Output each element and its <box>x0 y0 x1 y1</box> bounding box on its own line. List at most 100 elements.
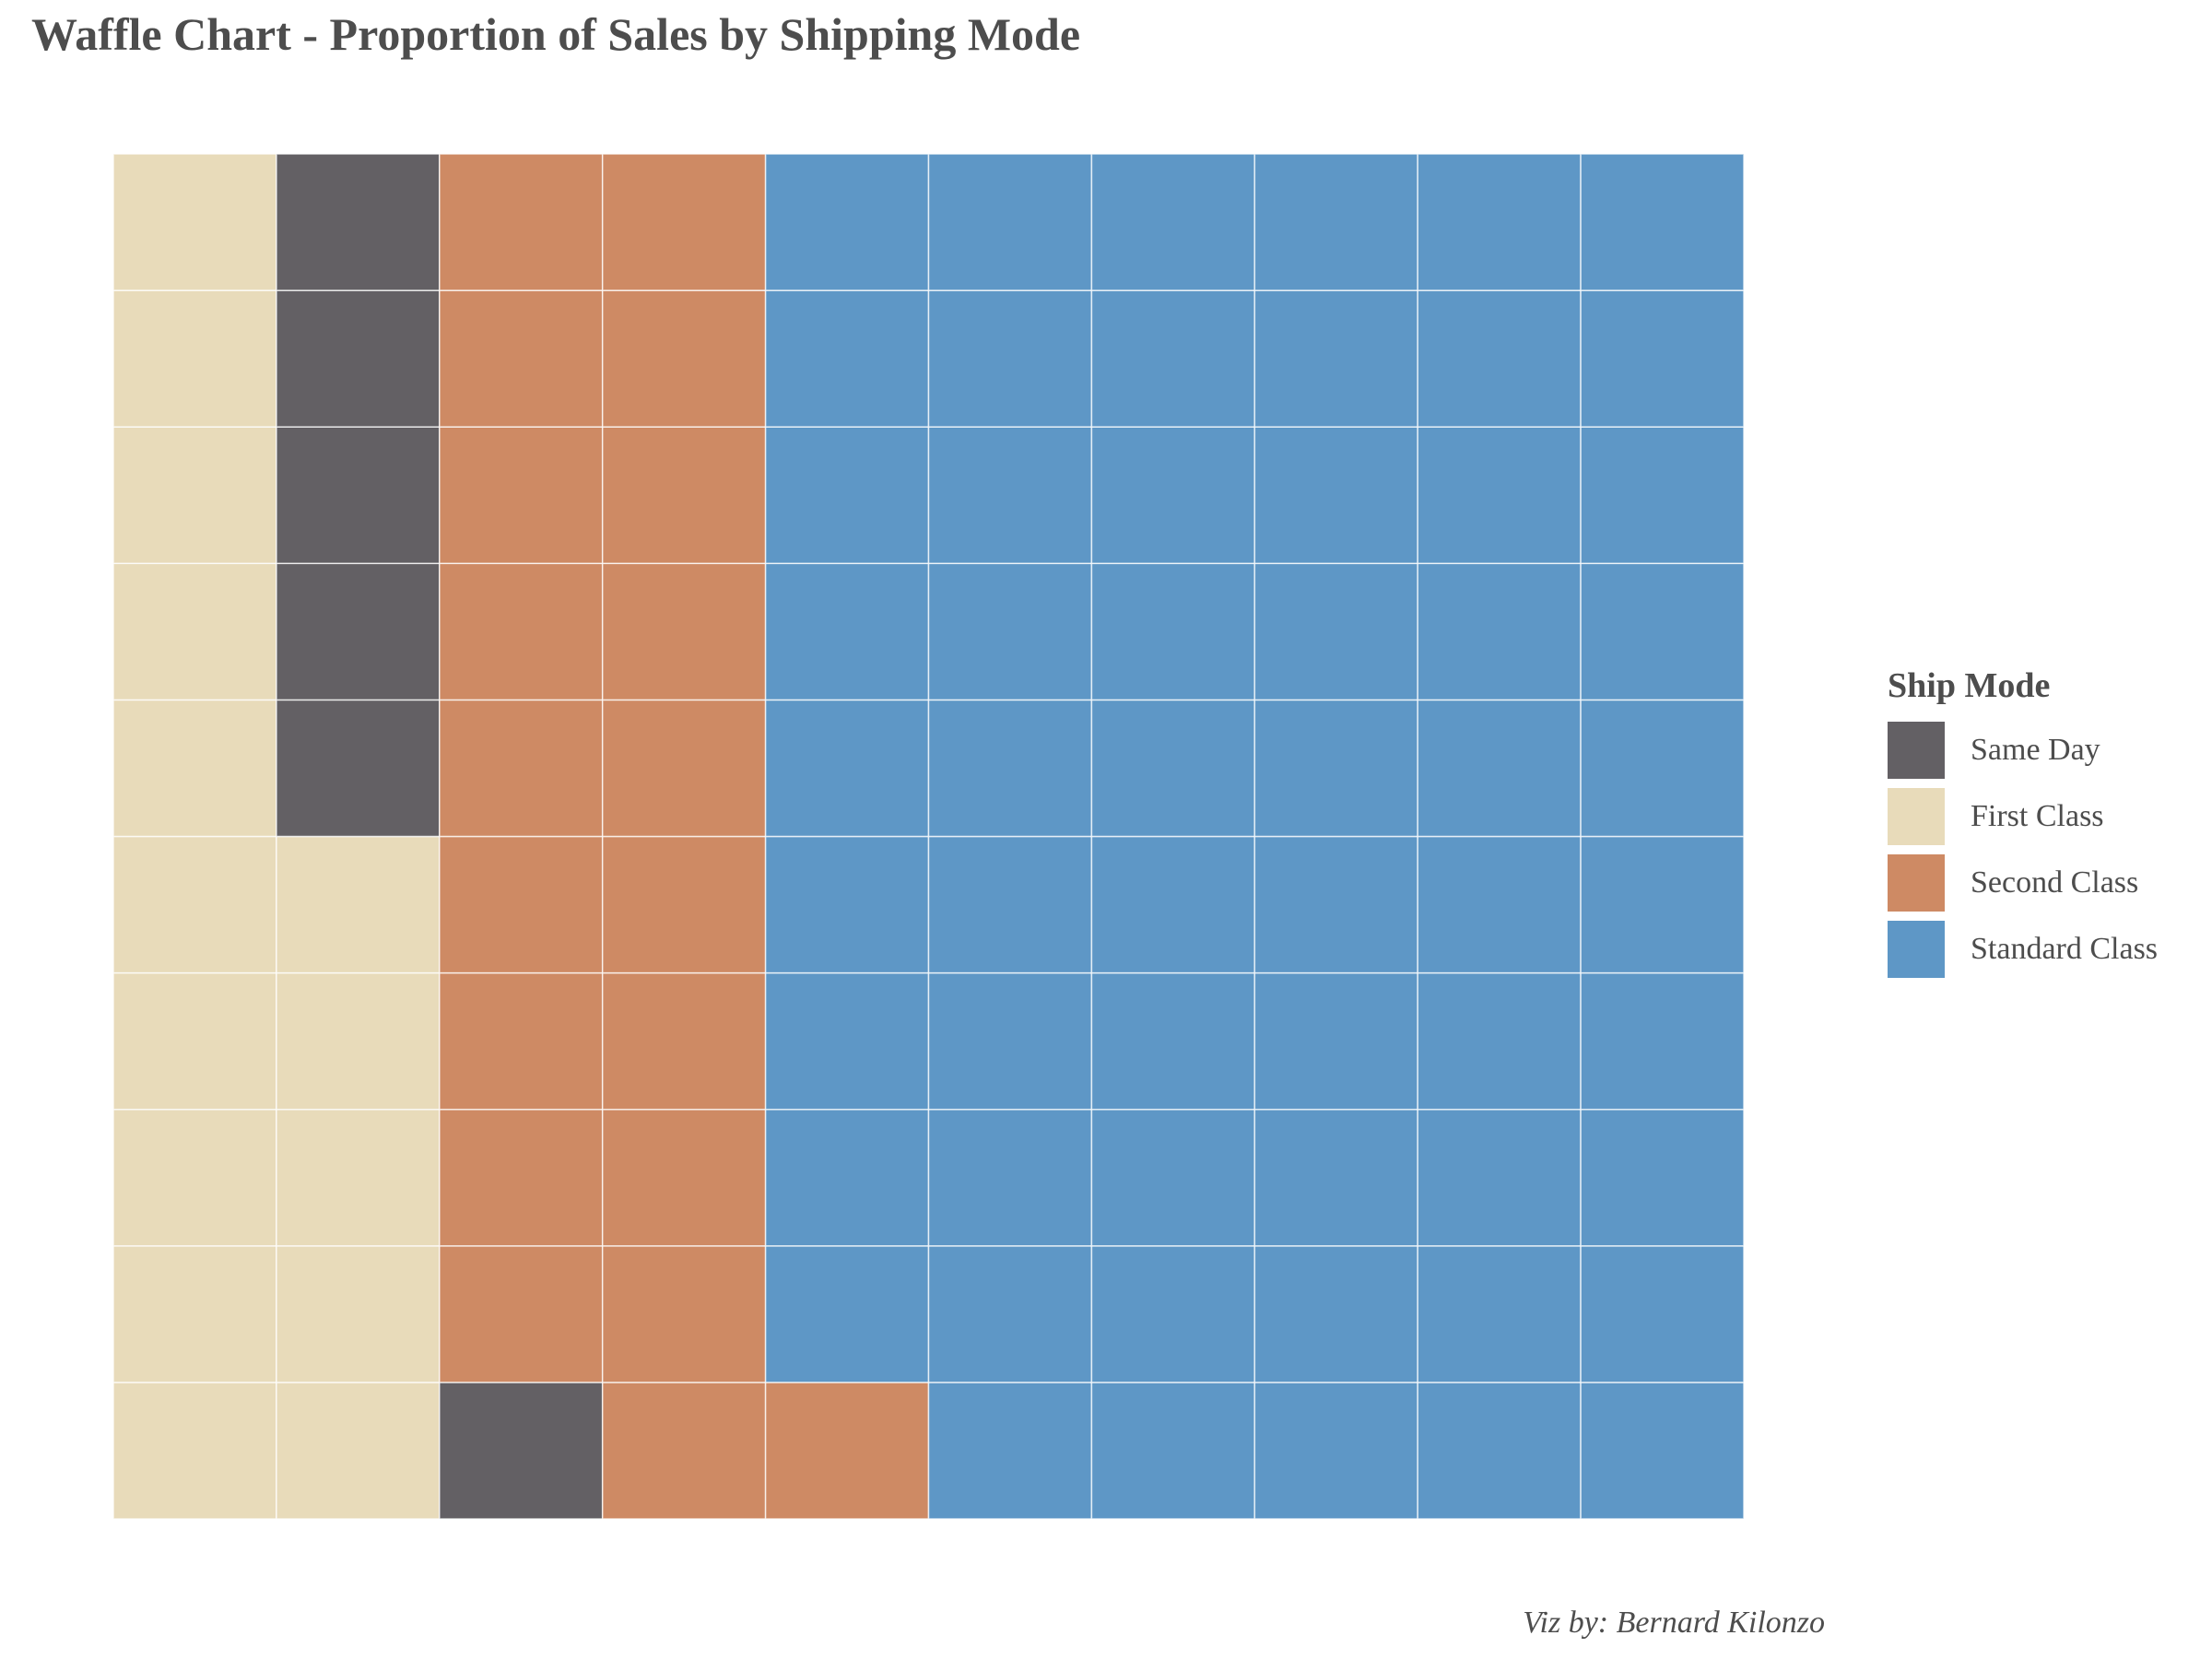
waffle-cell-standard-class <box>1417 153 1582 291</box>
waffle-cell-first-class <box>276 1382 441 1520</box>
waffle-cell-first-class <box>112 699 277 838</box>
legend-label-same-day: Same Day <box>1971 733 2100 767</box>
waffle-cell-second-class <box>439 1108 604 1247</box>
waffle-cell-standard-class <box>1580 971 1745 1111</box>
waffle-cell-standard-class <box>1090 1382 1256 1520</box>
waffle-cell-first-class <box>112 426 277 565</box>
legend-key-standard-class <box>1888 921 1945 978</box>
waffle-cell-standard-class <box>1090 699 1256 838</box>
legend-label-first-class: First Class <box>1971 799 2104 833</box>
waffle-cell-first-class <box>112 153 277 291</box>
waffle-cell-standard-class <box>1253 426 1418 565</box>
waffle-cell-second-class <box>601 971 767 1111</box>
waffle-cell-second-class <box>439 562 604 701</box>
waffle-cell-standard-class <box>1580 153 1745 291</box>
waffle-cell-standard-class <box>927 835 1093 974</box>
waffle-cell-second-class <box>439 1245 604 1383</box>
waffle-cell-standard-class <box>1253 971 1418 1111</box>
waffle-cell-standard-class <box>764 971 930 1111</box>
waffle-cell-standard-class <box>927 1108 1093 1247</box>
waffle-cell-standard-class <box>927 426 1093 565</box>
waffle-cell-second-class <box>601 426 767 565</box>
waffle-cell-standard-class <box>1580 1382 1745 1520</box>
waffle-cell-second-class <box>601 153 767 291</box>
waffle-cell-standard-class <box>927 153 1093 291</box>
waffle-cell-standard-class <box>764 1245 930 1383</box>
waffle-cell-second-class <box>439 426 604 565</box>
waffle-cell-standard-class <box>764 699 930 838</box>
caption: Viz by: Bernard Kilonzo <box>1523 1606 1825 1640</box>
waffle-cell-standard-class <box>1417 699 1582 838</box>
waffle-cell-standard-class <box>1253 153 1418 291</box>
waffle-cell-standard-class <box>1090 835 1256 974</box>
waffle-cell-same-day <box>276 153 441 291</box>
waffle-cell-standard-class <box>764 562 930 701</box>
waffle-cell-first-class <box>112 835 277 974</box>
waffle-cell-first-class <box>112 1108 277 1247</box>
waffle-cell-second-class <box>601 1245 767 1383</box>
waffle-cell-standard-class <box>1253 835 1418 974</box>
waffle-cell-standard-class <box>1417 289 1582 428</box>
legend-items: Same Day First Class Second Class Standard … <box>1888 717 2158 982</box>
waffle-cell-standard-class <box>1417 1245 1582 1383</box>
waffle-cell-first-class <box>276 835 441 974</box>
waffle-cell-second-class <box>601 562 767 701</box>
waffle-cell-standard-class <box>1580 1108 1745 1247</box>
waffle-cell-same-day <box>276 426 441 565</box>
waffle-cell-standard-class <box>1417 1108 1582 1247</box>
waffle-cell-second-class <box>439 153 604 291</box>
waffle-cell-same-day <box>276 562 441 701</box>
waffle-cell-standard-class <box>764 153 930 291</box>
waffle-cells <box>112 153 1745 1520</box>
waffle-cell-first-class <box>112 971 277 1111</box>
chart-title: Waffle Chart - Proportion of Sales by Sh… <box>31 8 1081 60</box>
waffle-cell-standard-class <box>764 1108 930 1247</box>
legend-label-second-class: Second Class <box>1971 865 2139 900</box>
legend-item-first-class: First Class <box>1888 783 2158 850</box>
waffle-cell-standard-class <box>1090 971 1256 1111</box>
waffle-cell-standard-class <box>764 289 930 428</box>
waffle-cell-standard-class <box>927 1245 1093 1383</box>
waffle-cell-standard-class <box>1580 699 1745 838</box>
waffle-cell-standard-class <box>1090 426 1256 565</box>
waffle-cell-standard-class <box>1580 562 1745 701</box>
waffle-cell-second-class <box>764 1382 930 1520</box>
waffle-cell-first-class <box>276 1245 441 1383</box>
legend-label-standard-class: Standard Class <box>1971 932 2159 966</box>
waffle-cell-standard-class <box>927 289 1093 428</box>
legend-item-standard-class: Standard Class <box>1888 916 2158 982</box>
waffle-cell-standard-class <box>1090 562 1256 701</box>
waffle-cell-standard-class <box>1253 289 1418 428</box>
waffle-cell-standard-class <box>1580 835 1745 974</box>
waffle-cell-second-class <box>601 699 767 838</box>
waffle-cell-second-class <box>601 289 767 428</box>
waffle-cell-second-class <box>439 835 604 974</box>
legend-key-second-class <box>1888 854 1945 912</box>
waffle-cell-first-class <box>276 1108 441 1247</box>
waffle-cell-second-class <box>439 289 604 428</box>
waffle-cell-second-class <box>601 835 767 974</box>
waffle-cell-standard-class <box>764 835 930 974</box>
waffle-cell-same-day <box>276 699 441 838</box>
waffle-cell-standard-class <box>1090 289 1256 428</box>
waffle-cell-standard-class <box>1580 1245 1745 1383</box>
legend-item-same-day: Same Day <box>1888 717 2158 783</box>
waffle-cell-standard-class <box>1580 426 1745 565</box>
waffle-cell-standard-class <box>1090 153 1256 291</box>
waffle-cell-standard-class <box>927 1382 1093 1520</box>
legend-key-same-day <box>1888 722 1945 779</box>
waffle-cell-standard-class <box>927 699 1093 838</box>
waffle-cell-second-class <box>601 1108 767 1247</box>
waffle-cell-standard-class <box>1253 699 1418 838</box>
waffle-cell-standard-class <box>1417 562 1582 701</box>
waffle-cell-first-class <box>112 1382 277 1520</box>
waffle-cell-first-class <box>112 1245 277 1383</box>
waffle-cell-standard-class <box>1090 1108 1256 1247</box>
waffle-cell-standard-class <box>1253 1108 1418 1247</box>
waffle-cell-standard-class <box>1253 1382 1418 1520</box>
waffle-cell-standard-class <box>1417 426 1582 565</box>
waffle-cell-standard-class <box>1417 971 1582 1111</box>
waffle-cell-second-class <box>439 699 604 838</box>
waffle-cell-second-class <box>601 1382 767 1520</box>
